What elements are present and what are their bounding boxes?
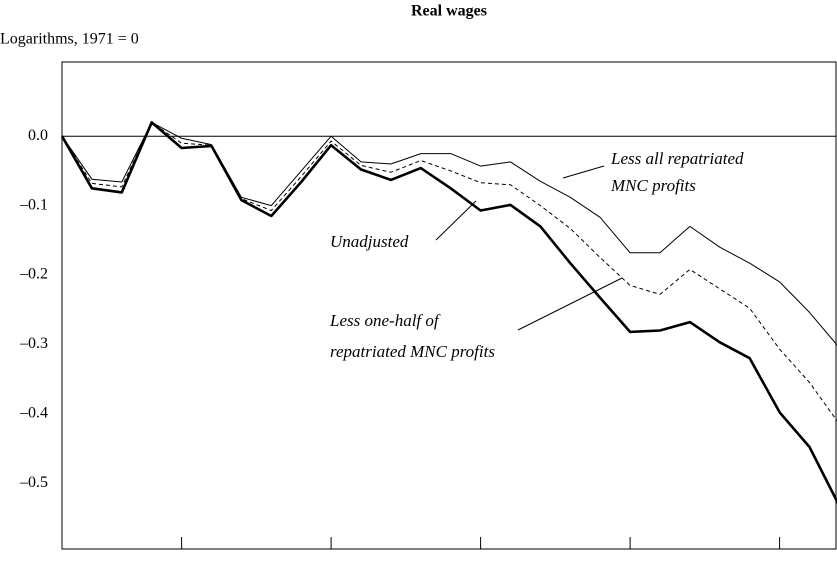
series-label: repatriated MNC profits <box>330 342 495 361</box>
y-tick-label: –0.2 <box>19 266 48 283</box>
plot-frame <box>61 61 837 550</box>
pointer-line <box>435 200 477 241</box>
y-tick-label: –0.3 <box>19 335 48 352</box>
series-line <box>61 121 837 346</box>
chart-subtitle: Logarithms, 1971 = 0 <box>0 31 139 48</box>
series-label: MNC profits <box>610 176 696 195</box>
y-tick-label: –0.4 <box>19 404 48 421</box>
y-tick-label: –0.1 <box>19 196 48 213</box>
series-line <box>61 121 837 422</box>
series-line <box>60 121 837 505</box>
chart-title: Real wages <box>411 3 487 20</box>
series-label: Less one-half of <box>329 311 441 330</box>
y-tick-label: –0.5 <box>19 474 48 491</box>
pointer-line <box>517 277 623 331</box>
series-label: Unadjusted <box>330 232 409 251</box>
series-label: Less all repatriated <box>610 149 744 168</box>
y-tick-label: 0.0 <box>28 127 48 144</box>
pointer-line <box>562 165 605 179</box>
